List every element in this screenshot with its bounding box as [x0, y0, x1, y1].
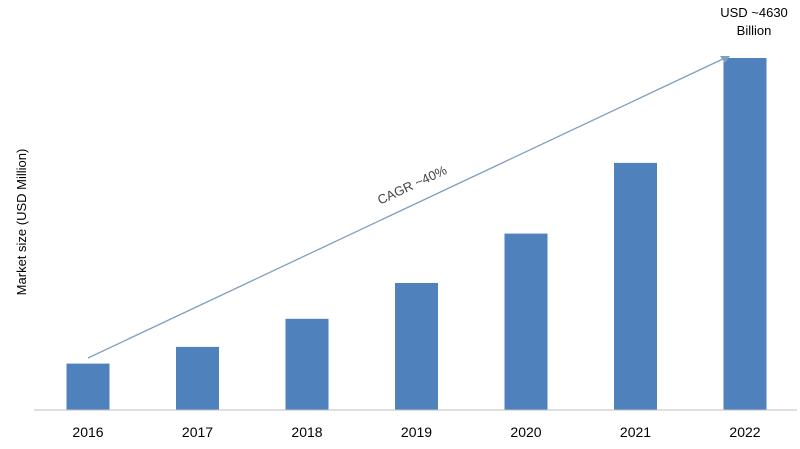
x-tick-2018: 2018 — [291, 424, 322, 440]
x-tick-2019: 2019 — [401, 424, 432, 440]
x-tick-2017: 2017 — [182, 424, 213, 440]
bars-group — [66, 58, 767, 410]
top-value-annotation-line2: Billion — [737, 23, 772, 38]
top-value-annotation-line1: USD ~4630 — [720, 5, 788, 20]
x-tick-2022: 2022 — [729, 424, 760, 440]
y-axis-label: Market size (USD Million) — [14, 149, 29, 296]
x-tick-2020: 2020 — [510, 424, 541, 440]
bar-2019 — [395, 283, 438, 410]
bar-2021 — [614, 162, 657, 410]
cagr-label: CAGR ~40% — [375, 162, 450, 207]
bar-2020 — [504, 233, 548, 410]
bar-2017 — [176, 346, 219, 410]
bar-2016 — [66, 363, 110, 410]
x-tick-labels: 2016 2017 2018 2019 2020 2021 2022 — [72, 424, 760, 440]
bar-2022 — [723, 58, 767, 410]
cagr-arrow — [87, 56, 730, 359]
x-tick-2021: 2021 — [620, 424, 651, 440]
x-tick-2016: 2016 — [72, 424, 103, 440]
bar-2018 — [285, 318, 329, 410]
